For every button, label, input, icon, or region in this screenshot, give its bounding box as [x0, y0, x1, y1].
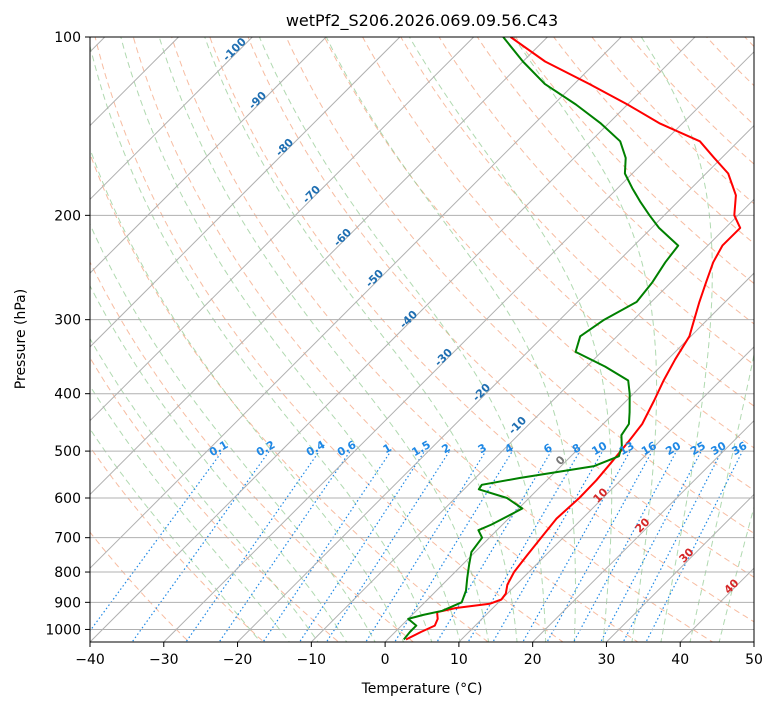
moist-adiabat [718, 505, 754, 642]
isotherm [90, 37, 622, 569]
background-lines [90, 10, 775, 654]
isotherm [90, 37, 475, 422]
y-tick-label: 200 [54, 208, 81, 224]
y-tick-label: 100 [54, 30, 81, 46]
moist-adiabat [90, 44, 433, 642]
y-tick-label: 800 [54, 565, 81, 581]
y-tick-label: 700 [54, 531, 81, 547]
mixing-ratio-line [436, 450, 552, 642]
dry-adiabat [90, 531, 190, 642]
mixing-ratio-line [572, 450, 677, 642]
mixing-ratio-line [262, 450, 392, 642]
moist-adiabat [90, 337, 319, 642]
x-tick-label: −40 [75, 652, 105, 668]
moist-adiabat [640, 37, 713, 642]
dry-adiabat [476, 37, 754, 325]
moist-adiabat [90, 147, 405, 642]
dry-adiabat [90, 152, 490, 642]
mixing-ratio-line [90, 450, 223, 632]
mixing-ratio-line [492, 450, 604, 642]
isotherm [458, 346, 754, 642]
moist-adiabat [408, 37, 613, 642]
mixing-ratio-line [298, 450, 426, 642]
moist-adiabat [258, 37, 547, 642]
plot-frame [89, 36, 755, 643]
dry-adiabat [323, 37, 754, 491]
moist-adiabat [90, 385, 290, 642]
isotherm [753, 641, 754, 642]
chart-title: wetPf2_S206.2026.069.09.56.C43 [286, 11, 558, 31]
x-tick-label: 30 [598, 652, 616, 668]
isotherm [90, 37, 401, 348]
dry-adiabat [757, 10, 775, 654]
moist-adiabat [513, 37, 658, 642]
isotherm [90, 37, 696, 642]
y-tick-label: 500 [54, 444, 81, 460]
axis-ticks: −40 −30 −20 −10 0 10 20 30 40 50 100 200 300 400 500 60… [45, 30, 763, 668]
dry-adiabat [247, 37, 754, 578]
moist-adiabat [90, 428, 262, 642]
dry-adiabat [94, 37, 564, 642]
dry-adiabat [90, 356, 340, 642]
x-tick-label: 0 [381, 652, 390, 668]
mixing-ratio-line [522, 450, 631, 642]
plot-area [90, 37, 754, 642]
temperature-profile [405, 37, 742, 641]
x-tick-label: −30 [149, 652, 179, 668]
x-tick-label: 50 [745, 652, 763, 668]
isotherm [90, 37, 253, 201]
y-tick-label: 1000 [45, 622, 81, 638]
mixing-ratio-line [600, 450, 702, 642]
dewpoint-profile [403, 37, 680, 641]
isotherm [310, 198, 754, 642]
dry-adiabat [514, 37, 754, 285]
moist-adiabat [204, 37, 518, 642]
y-tick-label: 600 [54, 491, 81, 507]
moist-adiabat [90, 223, 376, 642]
dry-adiabat [209, 37, 754, 623]
y-axis-label: Pressure (hPa) [13, 289, 29, 389]
y-tick-label: 900 [54, 595, 81, 611]
x-tick-label: 40 [671, 652, 689, 668]
mixing-ratio-line [218, 450, 351, 642]
isotherm [237, 124, 754, 642]
moist-adiabat [158, 37, 490, 642]
isotherm [90, 37, 548, 496]
y-tick-label: 300 [54, 313, 81, 329]
dry-adiabat [90, 260, 415, 642]
sounding-profiles [403, 37, 742, 641]
isotherm [90, 37, 327, 274]
moist-adiabat [90, 284, 348, 642]
isotherm [532, 419, 754, 642]
x-tick-label: −20 [223, 652, 253, 668]
dry-adiabat [362, 37, 754, 449]
mixing-ratio-line [645, 450, 744, 642]
isotherm [606, 493, 754, 642]
dry-adiabat [132, 37, 639, 642]
x-tick-label: 10 [450, 652, 468, 668]
moist-adiabat [689, 352, 754, 642]
x-axis-label: Temperature (°C) [361, 681, 483, 697]
moist-adiabat [325, 37, 576, 642]
mixing-ratio-line [467, 450, 581, 642]
dry-adiabat [171, 37, 714, 642]
y-tick-label: 400 [54, 387, 81, 403]
isotherm [163, 51, 754, 642]
moist-adiabat [120, 37, 461, 642]
x-tick-label: 20 [524, 652, 542, 668]
mixing-ratio-line [622, 450, 723, 642]
x-tick-label: −10 [297, 652, 327, 668]
mixing-ratio-line [546, 450, 653, 642]
dry-adiabat [90, 446, 265, 642]
mixing-ratio-line [185, 450, 320, 642]
